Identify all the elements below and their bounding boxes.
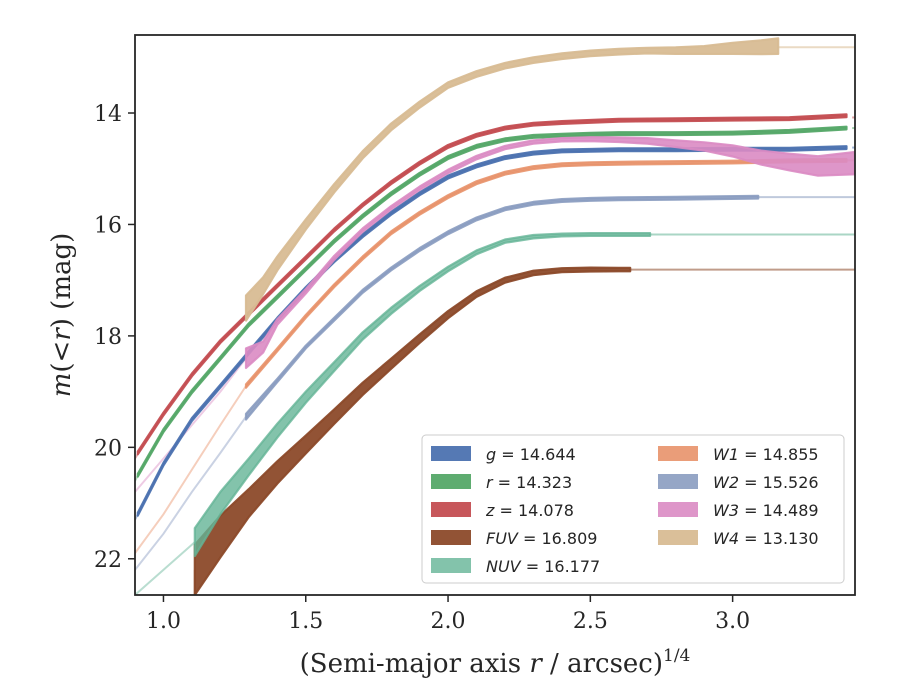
legend-swatch [431,446,471,461]
x-tick-label: 1.0 [146,609,181,634]
legend-item-w3: W3 = 14.489 [658,501,819,520]
legend-swatch [658,446,698,461]
legend-swatch [431,502,471,517]
y-tick-label: 20 [94,436,122,461]
x-tick-label: 3.0 [715,609,750,634]
y-tick-label: 16 [94,213,122,238]
series-band-nuv [193,232,652,558]
legend-label: W1 = 14.855 [713,445,819,464]
legend-swatch [431,530,471,545]
x-axis-label: (Semi-major axis r / arcsec)1/4 [300,646,691,679]
legend-item-r: r = 14.323 [431,473,572,492]
legend-item-nuv: NUV = 16.177 [431,557,600,576]
y-tick-label: 14 [94,102,122,127]
series-band-fuv [193,266,632,595]
legend-swatch [658,474,698,489]
series-band-z [136,113,848,456]
legend-box [421,434,845,584]
legend-item-w1: W1 = 14.855 [658,445,819,464]
y-axis-ticks: 14 16 18 20 22 [94,102,135,573]
y-tick-label: 22 [94,548,122,573]
extrapolation-w3 [135,357,247,493]
legend-item-fuv: FUV = 16.809 [431,529,597,548]
legend-label: NUV = 16.177 [486,557,600,576]
legend-item-z: z = 14.078 [431,501,574,520]
extrapolation-w1 [135,385,247,554]
legend-label: FUV = 16.809 [486,529,597,548]
legend-label: g = 14.644 [486,445,576,464]
x-axis-ticks: 1.0 1.5 2.0 2.5 3.0 [146,595,750,634]
y-tick-label: 18 [94,325,122,350]
legend-label: W3 = 14.489 [713,501,819,520]
series-bands [136,37,855,595]
legend-label: W2 = 15.526 [713,473,819,492]
x-tick-label: 1.5 [288,609,323,634]
extrapolation-nuv [135,541,196,595]
series-band-w3 [244,136,855,369]
legend-label: W4 = 13.130 [713,529,819,548]
legend-swatch [658,502,698,517]
x-tick-label: 2.0 [431,609,466,634]
legend: g = 14.644 r = 14.323 z = 14.078 FUV = 16.8… [421,434,845,584]
axes-frame [134,34,856,596]
y-axis-label: m(<r) (mag) [47,233,77,398]
legend-label: z = 14.078 [485,501,574,520]
extrapolation-w2 [135,416,247,571]
series-band-w4 [244,37,780,322]
legend-item-g: g = 14.644 [431,445,576,464]
legend-swatch [431,558,471,573]
series-band-r [136,125,848,478]
legend-swatch [658,530,698,545]
series-band-w2 [244,194,760,421]
x-tick-label: 2.5 [573,609,608,634]
legend-label: r = 14.323 [486,473,572,492]
legend-item-w2: W2 = 15.526 [658,473,819,492]
legend-swatch [431,474,471,489]
legend-item-w4: W4 = 13.130 [658,529,819,548]
legend-items: g = 14.644 r = 14.323 z = 14.078 FUV = 16.8… [431,445,819,576]
